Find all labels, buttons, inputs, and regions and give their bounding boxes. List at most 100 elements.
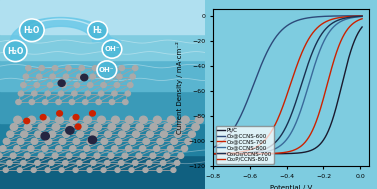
Circle shape xyxy=(143,138,150,144)
Circle shape xyxy=(90,160,96,165)
Circle shape xyxy=(87,83,93,88)
Bar xyxy=(0,60,205,91)
Circle shape xyxy=(61,83,66,88)
Circle shape xyxy=(31,168,36,172)
Co₃O₄/CCNS-700 xyxy=(280,133,284,135)
Co₂P/CCNS-800 xyxy=(280,152,284,154)
Line: Co@CCNS-800: Co@CCNS-800 xyxy=(209,16,362,154)
Circle shape xyxy=(49,160,54,165)
Circle shape xyxy=(0,146,6,151)
Circle shape xyxy=(20,19,44,42)
Co@CCNS-700 xyxy=(298,56,302,58)
Circle shape xyxy=(97,61,117,79)
Circle shape xyxy=(70,116,77,123)
Circle shape xyxy=(127,83,133,88)
Co₃O₄/CCNS-700 xyxy=(360,15,364,17)
Circle shape xyxy=(143,168,148,172)
Circle shape xyxy=(92,66,98,70)
Circle shape xyxy=(103,74,109,79)
Circle shape xyxy=(28,116,35,123)
Circle shape xyxy=(85,91,90,96)
Circle shape xyxy=(136,124,143,130)
Circle shape xyxy=(59,168,64,172)
Circle shape xyxy=(118,160,124,165)
Circle shape xyxy=(129,168,134,172)
Co₂P/CCNS-800 xyxy=(360,18,364,20)
Circle shape xyxy=(45,138,52,144)
Circle shape xyxy=(122,153,128,158)
Circle shape xyxy=(102,40,122,58)
Circle shape xyxy=(3,138,10,144)
Circle shape xyxy=(150,124,157,130)
Circle shape xyxy=(167,146,174,151)
Circle shape xyxy=(56,100,61,105)
Co@CCNS-700 xyxy=(280,108,284,110)
Circle shape xyxy=(45,91,51,96)
Circle shape xyxy=(75,124,81,129)
Co₂P/CCNS-800 xyxy=(356,19,361,21)
Co@CCNS-600 xyxy=(290,22,294,24)
Circle shape xyxy=(63,74,69,79)
Circle shape xyxy=(77,160,82,165)
Circle shape xyxy=(21,160,26,165)
Circle shape xyxy=(101,83,106,88)
Circle shape xyxy=(112,91,117,96)
Circle shape xyxy=(73,138,80,144)
Circle shape xyxy=(58,91,64,96)
Circle shape xyxy=(153,146,159,151)
Circle shape xyxy=(45,168,50,172)
Circle shape xyxy=(171,138,178,144)
Co₃O₄/CCNS-700 xyxy=(298,87,302,89)
Circle shape xyxy=(35,131,42,137)
Circle shape xyxy=(90,111,95,116)
Co₂P/CCNS-800 xyxy=(280,152,285,154)
Circle shape xyxy=(63,160,68,165)
Circle shape xyxy=(98,146,104,151)
Circle shape xyxy=(175,160,180,165)
Circle shape xyxy=(175,131,181,137)
Circle shape xyxy=(70,146,76,151)
Circle shape xyxy=(108,124,115,130)
Circle shape xyxy=(24,124,32,130)
Circle shape xyxy=(164,124,172,130)
Bar xyxy=(0,0,205,34)
Circle shape xyxy=(178,153,184,158)
Circle shape xyxy=(21,83,26,88)
Circle shape xyxy=(133,66,138,70)
Circle shape xyxy=(96,100,101,105)
Line: Co@CCNS-700: Co@CCNS-700 xyxy=(209,16,362,154)
Circle shape xyxy=(0,153,2,158)
Text: H₂: H₂ xyxy=(93,26,103,35)
Circle shape xyxy=(48,83,53,88)
Circle shape xyxy=(136,153,142,158)
Co@CCNS-800 xyxy=(298,111,302,113)
Circle shape xyxy=(114,83,120,88)
Circle shape xyxy=(72,91,77,96)
Co@CCNS-800 xyxy=(280,143,284,146)
Circle shape xyxy=(41,132,49,140)
Polygon shape xyxy=(109,37,121,46)
Circle shape xyxy=(17,168,22,172)
Text: H₂O: H₂O xyxy=(7,46,24,56)
Circle shape xyxy=(122,124,129,130)
Circle shape xyxy=(10,124,18,130)
Circle shape xyxy=(52,153,58,158)
Circle shape xyxy=(133,131,139,137)
Circle shape xyxy=(157,168,162,172)
Circle shape xyxy=(181,146,188,151)
Circle shape xyxy=(56,116,63,123)
Co@CCNS-700 xyxy=(360,15,364,17)
Bar xyxy=(0,155,205,189)
Co@CCNS-600 xyxy=(332,15,337,17)
Circle shape xyxy=(32,91,37,96)
Co@CCNS-600 xyxy=(207,148,211,150)
Circle shape xyxy=(126,116,133,123)
Co@CCNS-600 xyxy=(280,28,285,30)
Co@CCNS-800 xyxy=(207,153,211,155)
Pt/C xyxy=(207,153,211,155)
Circle shape xyxy=(43,100,48,105)
Circle shape xyxy=(81,74,88,81)
Circle shape xyxy=(139,146,146,151)
Circle shape xyxy=(39,66,44,70)
Circle shape xyxy=(80,124,87,130)
